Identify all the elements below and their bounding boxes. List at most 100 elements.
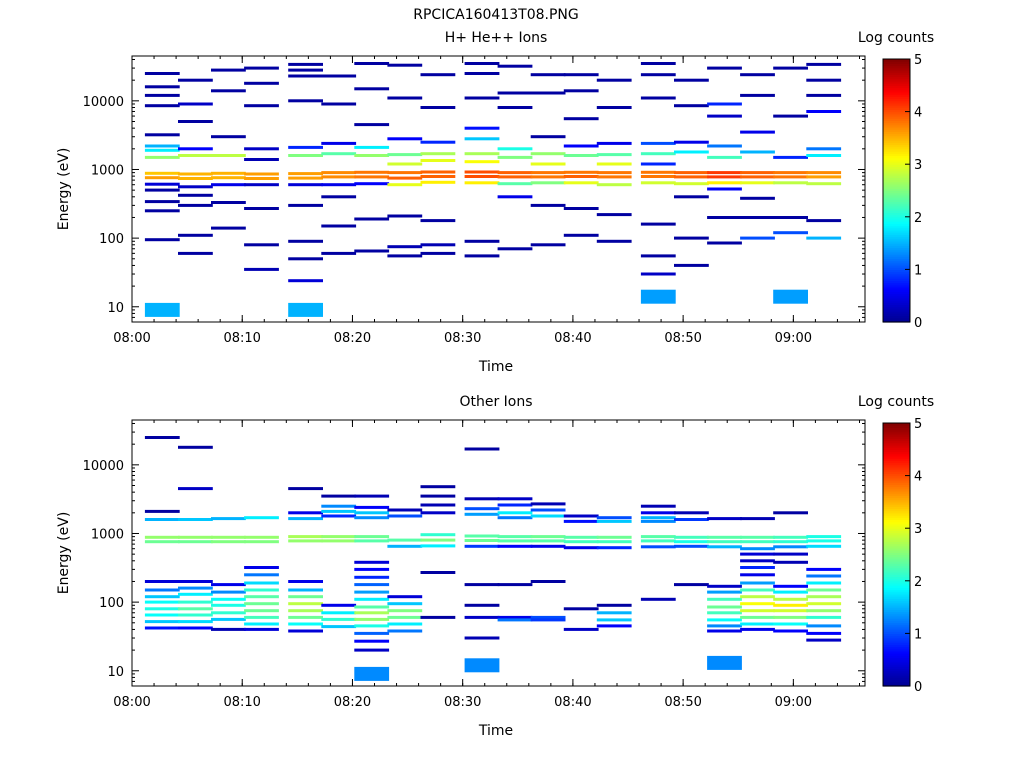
panel2-heatmap-cell <box>464 583 500 587</box>
panel1-heatmap-cell <box>674 150 709 154</box>
panel1-colorbar-segment <box>883 100 910 104</box>
panel2-colorbar-segment <box>883 523 910 527</box>
panel2-colorbar-segment <box>883 672 910 676</box>
panel1-heatmap-cell <box>144 155 180 159</box>
panel1-colorbar-segment <box>883 91 910 95</box>
panel2-heatmap-cell <box>563 627 599 631</box>
panel2-heatmap-cell <box>464 658 500 673</box>
panel1-heatmap-cell <box>354 217 390 221</box>
panel2-heatmap-cell <box>464 539 500 542</box>
panel2-heatmap-cell <box>387 544 423 548</box>
panel1-heatmap-cell <box>288 62 323 66</box>
panel1-heatmap-cell <box>773 66 808 70</box>
panel2-heatmap-cell <box>144 540 180 544</box>
panel2-heatmap-cell <box>740 547 775 551</box>
panel2-colorbar: 0 1 2 3 4 5 <box>882 417 922 695</box>
panel2-colorbar-segment <box>883 438 910 442</box>
panel2-colorbar-segment <box>883 646 910 650</box>
panel2-colorbar-segment <box>883 453 910 457</box>
panel2-colorbar-segment <box>883 462 910 466</box>
panel1-colorbar-segment <box>883 153 910 157</box>
panel2-heatmap-cell <box>530 502 566 506</box>
panel2-colorbar-segment <box>883 497 910 501</box>
panel1-heatmap-cell <box>420 175 456 178</box>
panel1-heatmap-cell <box>288 154 323 157</box>
panel1-colorbar-segment <box>883 135 910 139</box>
panel2-heatmap-cell <box>178 613 213 617</box>
panel1-colorbar-segment <box>883 249 910 253</box>
panel2-heatmap-cell <box>707 629 742 633</box>
panel1-colorbar-segment <box>883 229 910 233</box>
panel2-heatmap-cell <box>464 636 500 640</box>
panel2-heatmap-cell <box>640 535 676 539</box>
panel1-heatmap-cell <box>640 181 676 185</box>
panel2-heatmap-cell <box>387 629 423 633</box>
panel2-heatmap-cell <box>596 519 632 523</box>
panel2-heatmap-cell <box>773 540 808 544</box>
panel2-heatmap-cell <box>773 609 808 613</box>
panel1-heatmap-cell <box>244 66 279 70</box>
panel1-heatmap-cell <box>288 176 323 180</box>
panel1-colorbar-segment <box>883 289 910 292</box>
panel2-colorbar-segment <box>883 664 910 667</box>
panel1-colorbar-segment <box>883 89 910 93</box>
panel1-colorbar-segment <box>883 203 910 207</box>
panel1-colorbar-segment <box>883 236 910 240</box>
panel1-heatmap-cell <box>596 171 632 175</box>
panel1-heatmap-cell <box>640 289 676 304</box>
panel1-heatmap-cell <box>244 243 279 247</box>
panel2-colorbar-segment <box>883 578 910 582</box>
panel2-colorbar-segment <box>883 648 910 652</box>
panel1-heatmap-cell <box>354 182 390 186</box>
panel2-heatmap-cell <box>288 609 323 613</box>
panel1-heatmap-cell <box>806 175 842 179</box>
panel1-colorbar-segment <box>883 80 910 84</box>
panel1-heatmap-cell <box>740 175 775 179</box>
panel2-heatmap-cell <box>144 588 180 592</box>
panel1-heatmap-cell <box>354 87 390 91</box>
panel1-heatmap-cell <box>321 183 357 187</box>
panel1-x-tick-label: 08:10 <box>223 331 260 346</box>
panel1-heatmap-cell <box>773 171 808 175</box>
panel2-x-tick-label: 08:30 <box>444 695 481 710</box>
panel1-heatmap-cell <box>563 207 599 210</box>
panel1-colorbar-segment <box>883 293 910 297</box>
panel2-colorbar-segment <box>883 613 910 617</box>
panel2-heatmap-cell <box>674 511 709 515</box>
panel1-heatmap-cell <box>707 155 742 159</box>
panel2-heatmap-cell <box>497 583 533 587</box>
panel2-colorbar-segment <box>883 482 910 485</box>
panel1-heatmap-cell <box>563 233 599 237</box>
panel2-heatmap-cell <box>354 575 390 579</box>
panel2-colorbar-segment <box>883 598 910 602</box>
panel1-heatmap-cell <box>563 154 599 157</box>
panel2-heatmap-cell <box>773 590 808 594</box>
panel1-heatmap-cell <box>740 236 775 240</box>
panel2-heatmap-cell <box>354 494 390 498</box>
panel2-heatmap-cells <box>144 436 842 681</box>
panel1-heatmap-cell <box>321 152 357 156</box>
panel1-heatmap-cell <box>563 73 599 77</box>
panel1-heatmap-cell <box>530 181 566 185</box>
panel1-heatmap-cell <box>740 93 775 97</box>
panel1-heatmap-cell <box>674 104 709 108</box>
panel2-colorbar-segment <box>883 449 910 453</box>
panel2-heatmap-cell <box>321 603 357 607</box>
panel1-colorbar-segment <box>883 304 910 308</box>
panel2-colorbar-segment <box>883 515 910 518</box>
panel2-heatmap-cell <box>773 584 808 588</box>
panel1-colorbar-segment <box>883 61 910 64</box>
panel2-colorbar-segment <box>883 499 910 503</box>
panel1-heatmap-cell <box>740 150 775 154</box>
panel1-heatmap-cell <box>640 73 676 77</box>
panel1-colorbar-segment <box>883 126 910 130</box>
panel2-y-tick-label: 100 <box>99 596 124 611</box>
panel2-heatmap-cell <box>211 611 246 615</box>
panel2-heatmap-cell <box>740 595 775 599</box>
panel2-heatmap-cell <box>244 627 279 631</box>
panel2-heatmap-cell <box>674 583 709 587</box>
panel2-colorbar-segment <box>883 642 910 645</box>
panel1-heatmap-cell <box>288 68 323 72</box>
panel1-heatmap-cell <box>806 62 842 66</box>
panel2-heatmap-cell <box>707 655 742 670</box>
